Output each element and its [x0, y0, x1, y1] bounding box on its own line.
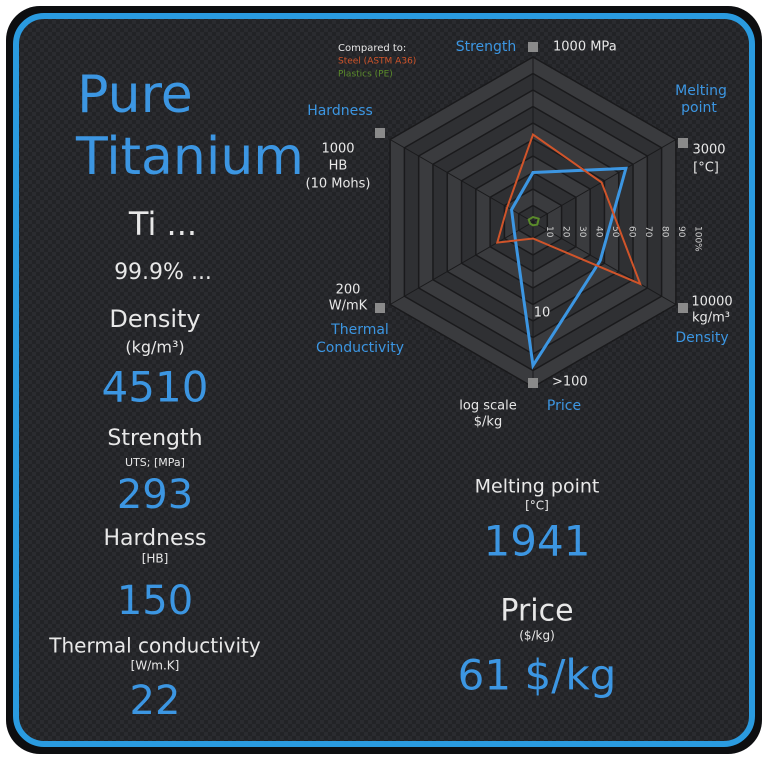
property-label: Strength — [107, 426, 202, 451]
axis-scale: 200 — [336, 283, 361, 298]
axis-label: Thermal — [330, 322, 389, 338]
property-value: 293 — [117, 472, 193, 518]
axis-marker — [678, 303, 688, 313]
axis-label: Conductivity — [316, 340, 404, 356]
series-polygon — [495, 132, 642, 286]
axis-scale: kg/m³ — [692, 311, 730, 326]
property-value: 22 — [130, 678, 181, 724]
r-tick-label: 90 — [676, 226, 686, 238]
r-tick-label: 30 — [577, 226, 587, 238]
formula: Ti ... — [128, 205, 197, 243]
property-unit: [°C] — [525, 499, 549, 513]
annotation: log scale — [459, 399, 516, 414]
purity: 99.9% ... — [114, 260, 212, 285]
r-tick-label: 50 — [610, 226, 620, 238]
axis-scale: [°C] — [693, 161, 719, 176]
r-tick-label: 80 — [660, 226, 670, 238]
r-tick-label: 60 — [627, 226, 637, 238]
property-value: 150 — [117, 578, 193, 624]
axis-scale: HB — [329, 159, 348, 174]
r-tick-label: 70 — [643, 226, 653, 238]
title-line: Pure — [77, 65, 193, 125]
legend-title: Compared to: — [338, 43, 406, 54]
axis-line — [389, 139, 534, 223]
property-unit: UTS; [MPa] — [125, 456, 185, 469]
r-tick-label: 100% — [693, 226, 703, 252]
axis-scale: W/mK — [329, 299, 368, 314]
axis-line — [389, 221, 534, 305]
property-label: Thermal conductivity — [48, 634, 261, 658]
axis-marker — [678, 138, 688, 148]
annotation: 10 — [534, 306, 551, 321]
title-line: Titanium — [75, 127, 304, 187]
axis-scale: 1000 MPa — [553, 40, 617, 55]
axis-marker — [375, 303, 385, 313]
axis-line — [532, 221, 677, 305]
axis-label: Strength — [456, 39, 517, 55]
series-polygon — [510, 166, 628, 370]
property-label: Hardness — [103, 526, 206, 551]
r-tick-label: 40 — [594, 226, 604, 238]
axis-scale: 3000 — [692, 143, 725, 158]
legend-entry: Steel (ASTM A36) — [338, 57, 416, 67]
property-unit: (kg/m³) — [125, 338, 184, 357]
axis-marker — [528, 378, 538, 388]
axis-label: Density — [675, 330, 728, 346]
legend-entry: Plastics (PE) — [338, 70, 393, 80]
axis-scale: >100 — [552, 375, 588, 390]
axis-label: Hardness — [307, 103, 373, 119]
property-value: 61 $/kg — [458, 651, 617, 700]
radar-chart: 10 20 30 40 50 60 70 80 90 100% — [389, 56, 703, 388]
axis-scale: (10 Mohs) — [306, 177, 371, 192]
property-unit: [HB] — [142, 552, 169, 566]
axis-scale: 1000 — [321, 142, 354, 157]
axis-label: Price — [547, 398, 581, 414]
property-label: Density — [109, 305, 200, 333]
property-unit: [W/m.K] — [131, 659, 180, 673]
annotation: $/kg — [474, 415, 502, 430]
r-tick-label: 20 — [561, 226, 571, 238]
axis-marker — [528, 42, 538, 52]
property-unit: ($/kg) — [519, 629, 555, 643]
series-polygon — [527, 215, 540, 227]
r-tick-label: 10 — [544, 226, 554, 238]
property-value: 4510 — [102, 363, 209, 412]
property-label: Melting point — [475, 476, 600, 498]
axis-scale: 10000 — [691, 295, 732, 310]
property-value: 1941 — [484, 517, 591, 566]
axis-label: point — [681, 100, 717, 116]
axis-marker — [375, 128, 385, 138]
axis-label: Melting — [675, 83, 727, 99]
axis-line — [532, 139, 677, 223]
property-label: Price — [500, 594, 573, 629]
